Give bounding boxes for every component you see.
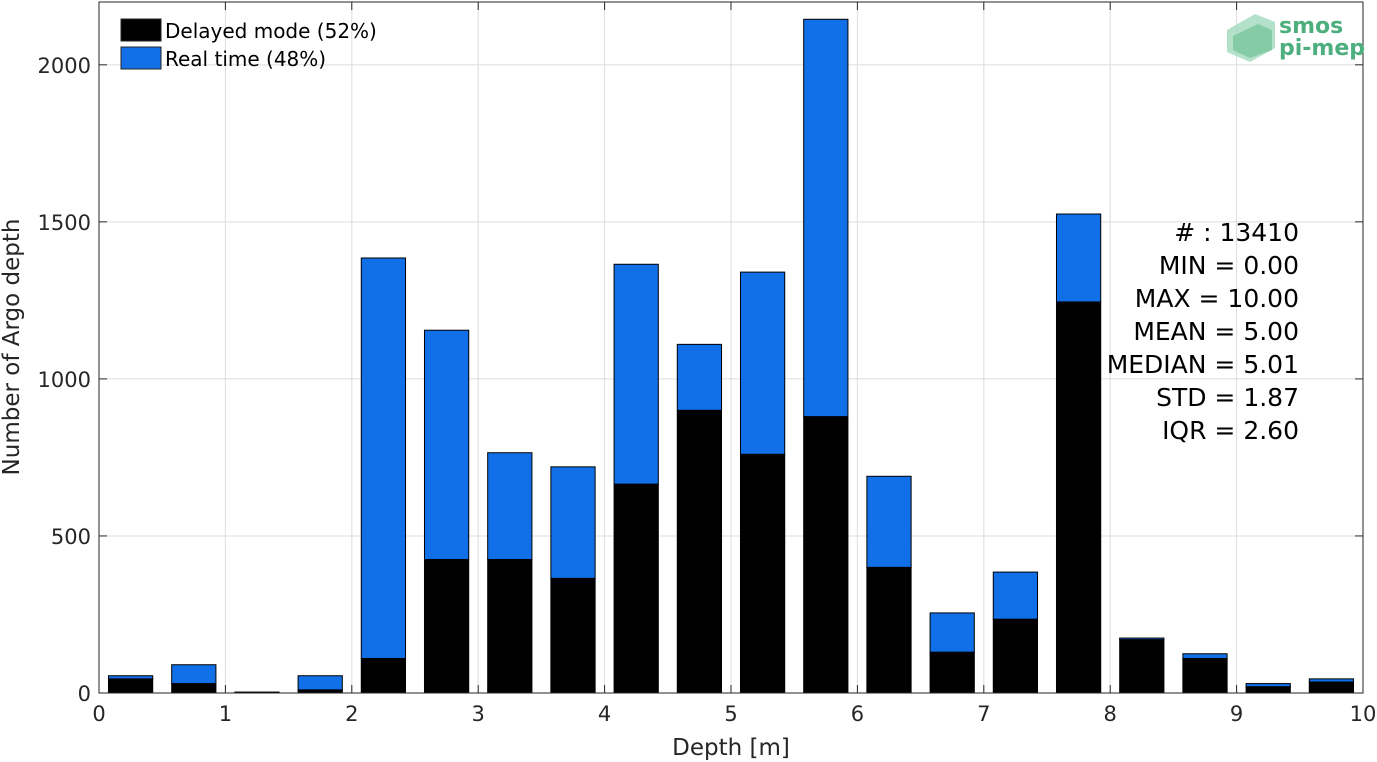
stat-median: MEDIAN = 5.01 [1107, 350, 1299, 379]
grid [99, 2, 1363, 693]
x-tick-label: 8 [1104, 702, 1117, 726]
legend: Delayed mode (52%) Real time (48%) [120, 18, 377, 71]
legend-swatch-realtime [120, 46, 162, 70]
bar-delayed-mode [1119, 639, 1165, 694]
y-tick-label: 500 [51, 525, 91, 549]
bar-real-time [613, 263, 659, 485]
bar-delayed-mode [107, 678, 154, 694]
bar-delayed-mode [171, 683, 217, 694]
stat-max: MAX = 10.00 [1135, 284, 1299, 313]
bar-delayed-mode [423, 559, 470, 694]
bar-real-time [171, 664, 217, 685]
bar-delayed-mode [550, 577, 596, 694]
bars [107, 18, 1355, 694]
bar-delayed-mode [929, 651, 975, 694]
legend-swatch-delayed [120, 18, 162, 42]
bar-real-time [739, 271, 786, 455]
bar-delayed-mode [1308, 681, 1355, 694]
x-tick-label: 5 [724, 702, 737, 726]
bar-real-time [360, 257, 407, 659]
y-ticks: 0 500 1000 1500 2000 [38, 54, 1363, 706]
logo-text-line1: smos [1279, 14, 1343, 39]
stat-min: MIN = 0.00 [1159, 251, 1299, 280]
bar-delayed-mode [992, 618, 1039, 694]
x-tick-label: 2 [345, 702, 358, 726]
bar-real-time [1055, 213, 1102, 303]
bar-real-time [1245, 683, 1291, 688]
bar-delayed-mode [1245, 686, 1291, 694]
bar-delayed-mode [1055, 301, 1102, 694]
x-tick-label: 10 [1350, 702, 1377, 726]
y-tick-label: 0 [78, 682, 91, 706]
bar-real-time [1308, 678, 1355, 683]
bar-real-time [866, 475, 912, 568]
logo-text-line2: pi-mep [1279, 36, 1365, 61]
bar-delayed-mode [360, 657, 407, 694]
x-tick-label: 4 [598, 702, 611, 726]
bar-real-time [107, 675, 154, 680]
stat-iqr: IQR = 2.60 [1162, 416, 1299, 445]
x-tick-label: 0 [92, 702, 105, 726]
x-tick-label: 1 [219, 702, 232, 726]
bar-real-time [550, 466, 596, 579]
bar-delayed-mode [866, 566, 912, 694]
bar-real-time [992, 571, 1039, 620]
bar-real-time [929, 612, 975, 653]
y-tick-label: 1500 [38, 211, 91, 235]
y-tick-label: 2000 [38, 54, 91, 78]
x-tick-label: 9 [1230, 702, 1243, 726]
bar-real-time [1182, 653, 1228, 659]
bar-delayed-mode [739, 453, 786, 694]
bar-real-time [676, 343, 723, 411]
stats-block: # : 13410 MIN = 0.00 MAX = 10.00 MEAN = … [1107, 218, 1299, 445]
stat-count: # : 13410 [1174, 218, 1299, 247]
smos-pimep-logo: smos pi-mep [1227, 14, 1365, 62]
stat-std: STD = 1.87 [1156, 383, 1299, 412]
x-axis-label: Depth [m] [672, 735, 790, 761]
bar-delayed-mode [613, 483, 659, 694]
y-axis-label: Number of Argo depth [0, 219, 25, 476]
y-tick-label: 1000 [38, 368, 91, 392]
bar-delayed-mode [487, 559, 533, 694]
bar-delayed-mode [803, 416, 849, 694]
bar-real-time [487, 452, 533, 561]
legend-label-delayed: Delayed mode (52%) [165, 19, 377, 43]
bar-delayed-mode [1182, 657, 1228, 694]
bar-real-time [423, 329, 470, 561]
bar-real-time [803, 18, 849, 418]
x-tick-label: 7 [977, 702, 990, 726]
stat-mean: MEAN = 5.00 [1133, 317, 1299, 346]
bar-delayed-mode [676, 409, 723, 694]
x-tick-label: 3 [472, 702, 485, 726]
x-tick-label: 6 [851, 702, 864, 726]
x-ticks: 0 1 2 3 4 5 6 7 8 9 10 [92, 2, 1376, 726]
bar-real-time [297, 675, 343, 691]
bar-real-time [1119, 637, 1165, 641]
legend-label-realtime: Real time (48%) [165, 47, 326, 71]
